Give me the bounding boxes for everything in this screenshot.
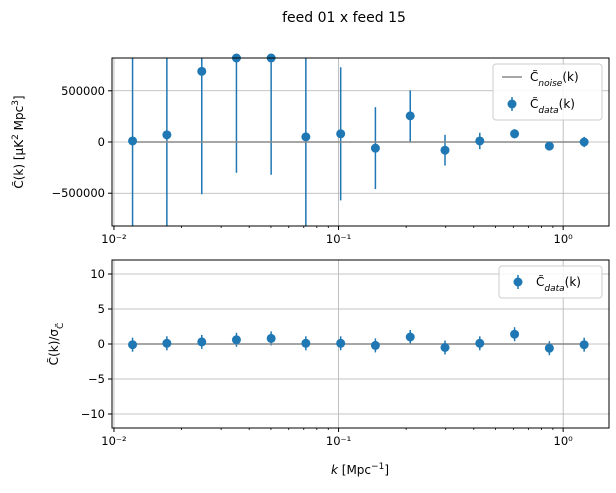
- data-point: [336, 129, 346, 139]
- data-point: [579, 340, 589, 350]
- data-point: [231, 335, 241, 345]
- figure-title: feed 01 x feed 15: [282, 10, 406, 26]
- data-point: [475, 338, 485, 348]
- bottom-legend: C̃data(k): [498, 265, 603, 299]
- data-point: [336, 338, 346, 348]
- bottom-xlabel: k [Mpc−1]: [331, 462, 389, 477]
- top-ylabel: C̃(k) [μK2 Mpc3]: [11, 95, 26, 188]
- top-panel: 10⁻² 10⁻¹ 10⁰ 500000 0 −500000 C̃(k) [μK2 Mpc…: [11, 53, 610, 246]
- y-tick-label: 0: [98, 337, 105, 351]
- data-point: [510, 329, 520, 339]
- legend-data-label: C̃data(k): [530, 97, 575, 116]
- data-point: [197, 66, 207, 76]
- legend-noise-label: C̃noise(k): [530, 70, 579, 89]
- x-tick-label: 10⁻¹: [326, 232, 351, 246]
- data-point: [301, 132, 311, 142]
- y-tick-label: −500000: [51, 186, 105, 200]
- data-point: [162, 130, 172, 140]
- data-point: [128, 340, 138, 350]
- data-point: [579, 137, 589, 147]
- data-point: [544, 141, 554, 151]
- data-point: [405, 332, 415, 342]
- data-point: [370, 143, 380, 153]
- data-point: [128, 136, 138, 146]
- data-point: [440, 145, 450, 155]
- y-tick-label: 0: [98, 135, 105, 149]
- data-point: [197, 337, 207, 347]
- x-tick-label: 10⁰: [554, 232, 574, 246]
- data-point: [301, 338, 311, 348]
- legend-data-marker: [513, 277, 523, 287]
- legend-data-marker: [507, 99, 517, 109]
- top-ticks: 10⁻² 10⁻¹ 10⁰ 500000 0 −500000: [51, 84, 573, 246]
- legend-data-label: C̃data(k): [536, 275, 581, 294]
- data-point: [440, 343, 450, 352]
- data-point: [544, 343, 554, 353]
- y-tick-label: 10: [90, 267, 105, 281]
- y-tick-label: −10: [81, 407, 105, 421]
- y-tick-label: 500000: [61, 84, 105, 98]
- data-point: [475, 136, 485, 146]
- data-point: [405, 111, 415, 121]
- top-data-points: [128, 53, 589, 155]
- data-point: [266, 333, 276, 343]
- bottom-ylabel: C̃(k)/σC̃: [47, 323, 66, 366]
- bottom-data-points: [128, 329, 589, 353]
- top-legend: C̃noise(k) C̃data(k): [492, 63, 603, 121]
- data-point: [162, 338, 172, 348]
- y-tick-label: 5: [98, 302, 105, 316]
- x-tick-label: 10⁻¹: [326, 434, 351, 448]
- x-tick-label: 10⁻²: [101, 232, 126, 246]
- data-point: [370, 340, 380, 350]
- bottom-ticks: 10⁻² 10⁻¹ 10⁰ 10 5 0 −5 −10: [81, 267, 573, 448]
- bottom-panel: 10⁻² 10⁻¹ 10⁰ 10 5 0 −5 −10 C̃(k)/σC̃ k [Mpc−1]…: [47, 259, 610, 477]
- x-tick-label: 10⁰: [554, 434, 574, 448]
- x-tick-label: 10⁻²: [101, 434, 126, 448]
- y-tick-label: −5: [88, 372, 105, 386]
- data-point: [510, 129, 520, 139]
